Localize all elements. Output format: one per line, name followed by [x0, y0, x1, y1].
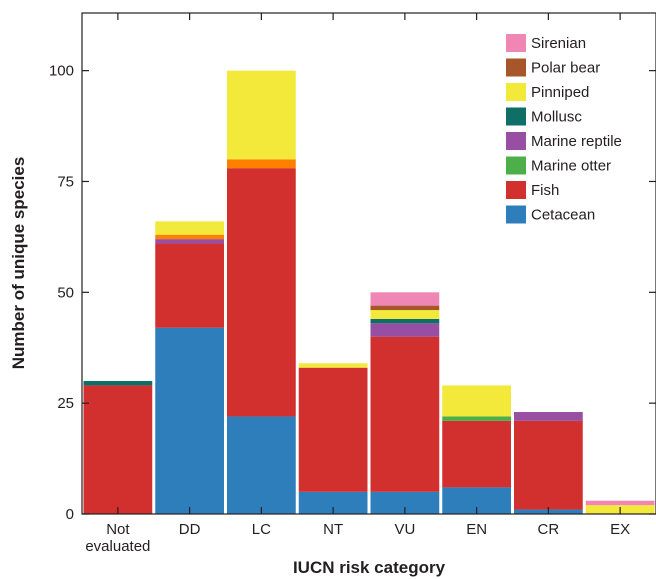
- bar-en-marine-otter: [442, 416, 511, 421]
- bar-en-fish: [442, 420, 511, 488]
- x-tick-label-lc: LC: [252, 521, 271, 538]
- bar-en-pinniped: [442, 385, 511, 417]
- bar-cr-marine-reptile: [514, 412, 583, 421]
- bar-dd-fish: [155, 243, 224, 328]
- bar-vu-fish: [370, 336, 440, 492]
- legend-label-pinniped: Pinniped: [531, 84, 589, 101]
- bar-ex-sirenian: [585, 500, 655, 506]
- bar-not-evaluated-fish: [83, 385, 153, 514]
- y-tick-label: 0: [66, 506, 74, 523]
- bar-vu-pinniped: [370, 310, 440, 319]
- legend-swatch-mollusc: [506, 107, 526, 126]
- bar-vu-sirenian: [370, 292, 440, 306]
- legend-label-fish: Fish: [531, 182, 559, 199]
- bar-vu-marine-reptile: [370, 323, 440, 337]
- legend-label-marine-reptile: Marine reptile: [531, 133, 622, 150]
- bar-dd-marine-reptile: [155, 239, 224, 244]
- x-tick-label-dd: DD: [179, 521, 201, 538]
- legend-label-cetacean: Cetacean: [531, 207, 595, 224]
- y-tick-label: 50: [57, 284, 74, 301]
- legend-swatch-pinniped: [506, 83, 526, 101]
- legend: Sirenian Polar bear Pinniped Mollusc Marine …: [506, 34, 622, 224]
- legend-swatch-marine-otter: [506, 156, 526, 175]
- axis-layer: 0 25 50 75 100 Not evaluated DD LC NT VU EN CR EX: [49, 13, 656, 555]
- x-tick-label-vu: VU: [394, 521, 415, 538]
- bar-vu-mollusc: [370, 318, 440, 324]
- bar-nt-fish: [298, 367, 368, 492]
- legend-label-polar-bear: Polar bear: [531, 60, 600, 77]
- bar-cr-fish: [514, 420, 583, 510]
- legend-label-mollusc: Mollusc: [531, 109, 582, 126]
- y-axis-title: Number of unique species: [9, 157, 28, 370]
- legend-label-marine-otter: Marine otter: [531, 158, 611, 175]
- bar-vu-cetacean: [370, 491, 440, 514]
- bar-not-evaluated-mollusc: [83, 380, 153, 386]
- legend-swatch-sirenian: [506, 34, 526, 52]
- y-tick-label: 100: [49, 63, 74, 80]
- x-tick-label-cr: CR: [538, 521, 560, 538]
- x-tick-label-ex: EX: [610, 521, 630, 538]
- bars-layer: [83, 70, 655, 514]
- legend-label-sirenian: Sirenian: [531, 35, 586, 52]
- bar-lc-pinniped: [227, 70, 296, 160]
- legend-swatch-fish: [506, 181, 526, 199]
- x-axis-title: IUCN risk category: [293, 558, 446, 577]
- legend-swatch-cetacean: [506, 205, 526, 224]
- plot-frame: [81, 12, 656, 515]
- bar-dd-cetacean: [155, 327, 224, 514]
- bar-lc-segment: [227, 159, 296, 169]
- x-tick-label-en: EN: [466, 521, 487, 538]
- bar-lc-fish: [227, 168, 296, 417]
- y-tick-label: 75: [57, 173, 74, 190]
- y-tick-label: 25: [57, 395, 74, 412]
- bar-dd-pinniped: [155, 221, 224, 235]
- x-tick-label-nt: NT: [323, 521, 343, 538]
- bar-nt-pinniped: [298, 363, 368, 368]
- bar-dd-segment: [155, 234, 224, 240]
- bar-lc-cetacean: [227, 416, 296, 514]
- bar-nt-cetacean: [298, 491, 368, 514]
- legend-swatch-polar-bear: [506, 58, 526, 77]
- bar-vu-polar-bear: [370, 305, 440, 311]
- legend-swatch-marine-reptile: [506, 132, 526, 150]
- x-tick-label-not-evaluated: Not evaluated: [85, 521, 150, 555]
